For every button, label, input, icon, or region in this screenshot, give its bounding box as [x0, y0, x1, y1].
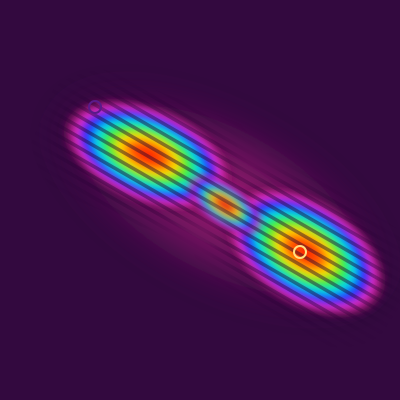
ring — [293, 245, 307, 259]
ring — [88, 100, 102, 114]
